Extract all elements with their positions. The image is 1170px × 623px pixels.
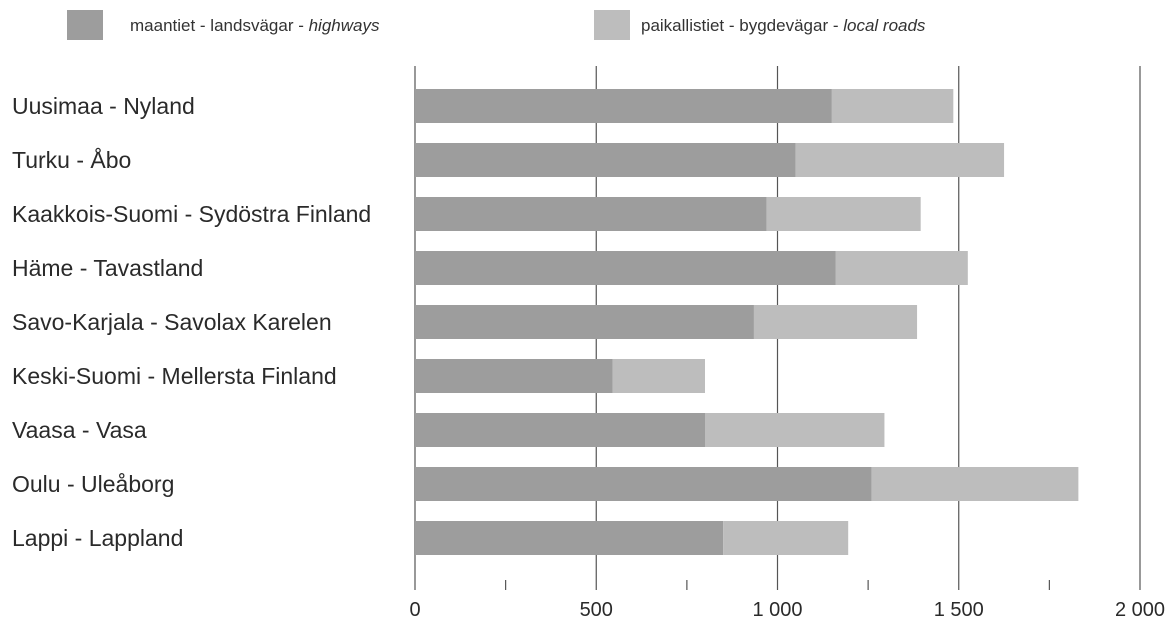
bar-highways-4 (415, 251, 836, 285)
legend-swatch-1 (67, 10, 103, 40)
bar-highways-6 (415, 359, 613, 393)
bar-highways-5 (415, 305, 754, 339)
category-label-1: Uusimaa - Nyland (12, 93, 195, 119)
legend-swatch-2 (594, 10, 630, 40)
category-label-6: Keski-Suomi - Mellersta Finland (12, 363, 337, 389)
bar-local-roads-4 (835, 251, 968, 285)
bar-highways-8 (415, 467, 872, 501)
category-label-3: Kaakkois-Suomi - Sydöstra Finland (12, 201, 371, 227)
bar-local-roads-8 (871, 467, 1079, 501)
category-label-4: Häme - Tavastland (12, 255, 203, 281)
bar-highways-2 (415, 143, 796, 177)
bar-highways-9 (415, 521, 724, 555)
bar-local-roads-5 (753, 305, 918, 339)
category-label-5: Savo-Karjala - Savolax Karelen (12, 309, 332, 335)
category-label-9: Lappi - Lappland (12, 525, 183, 551)
x-tick-label-0: 0 (409, 599, 420, 621)
category-label-2: Turku - Åbo (12, 146, 131, 173)
x-tick-label-2: 1 000 (752, 599, 802, 621)
bar-local-roads-9 (723, 521, 849, 555)
legend-label-1: maantiet - landsvägar - highways (130, 16, 380, 35)
bar-highways-3 (415, 197, 767, 231)
bar-local-roads-2 (795, 143, 1005, 177)
bars (415, 89, 1079, 555)
x-tick-label-3: 1 500 (934, 599, 984, 621)
category-labels: Uusimaa - Nyland Turku - Åbo Kaakkois-Suom… (12, 93, 371, 551)
bar-local-roads-6 (612, 359, 705, 393)
bar-highways-1 (415, 89, 832, 123)
category-label-8: Oulu - Uleåborg (12, 471, 174, 497)
bar-highways-7 (415, 413, 705, 447)
bar-local-roads-3 (766, 197, 921, 231)
x-tick-label-4: 2 000 (1115, 599, 1165, 621)
x-axis: 0 500 1 000 1 500 2 000 (409, 580, 1165, 621)
x-tick-label-1: 500 (580, 599, 613, 621)
bar-local-roads-1 (831, 89, 954, 123)
bar-local-roads-7 (705, 413, 885, 447)
category-label-7: Vaasa - Vasa (12, 417, 147, 443)
legend: maantiet - landsvägar - highways paikalli… (67, 10, 926, 40)
legend-label-2: paikallistiet - bygdevägar - local roads (641, 16, 926, 35)
